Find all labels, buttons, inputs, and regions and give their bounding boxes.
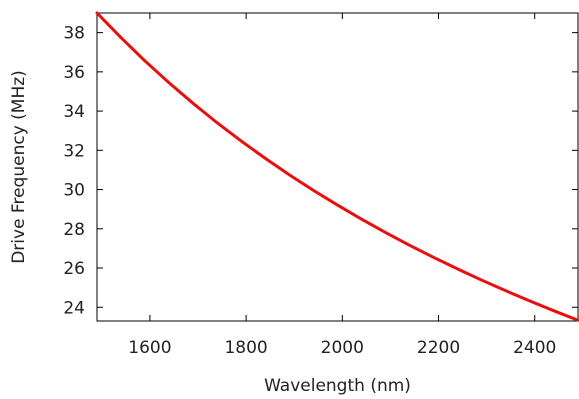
x-tick-label: 1600 xyxy=(128,338,171,358)
y-tick-label: 34 xyxy=(63,102,85,122)
y-axis-title: Drive Frequency (MHz) xyxy=(9,70,29,264)
x-tick-label: 2400 xyxy=(513,338,556,358)
y-tick-label: 32 xyxy=(63,141,85,161)
x-tick-label: 2000 xyxy=(321,338,364,358)
y-tick-label: 28 xyxy=(63,220,85,240)
y-tick-label: 36 xyxy=(63,63,85,83)
y-tick-label: 30 xyxy=(63,181,85,201)
y-tick-label: 24 xyxy=(63,298,85,318)
y-tick-label: 26 xyxy=(63,259,85,279)
y-tick-label: 38 xyxy=(63,24,85,44)
x-tick-label: 1800 xyxy=(224,338,267,358)
x-tick-label: 2200 xyxy=(417,338,460,358)
x-axis-title: Wavelength (nm) xyxy=(264,376,411,396)
